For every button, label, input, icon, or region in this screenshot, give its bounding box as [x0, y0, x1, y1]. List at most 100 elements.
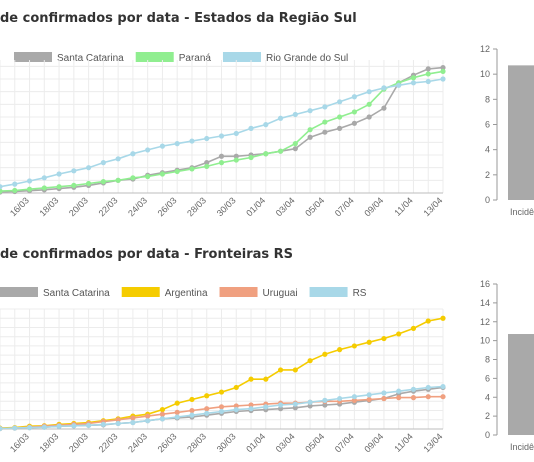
data-point[interactable]: [159, 143, 166, 149]
data-point[interactable]: [26, 425, 33, 431]
data-point[interactable]: [410, 80, 417, 86]
legend-label[interactable]: Argentina: [165, 288, 208, 299]
data-point[interactable]: [204, 160, 210, 166]
data-point[interactable]: [233, 130, 239, 137]
data-point[interactable]: [425, 71, 431, 77]
data-point[interactable]: [204, 406, 210, 412]
data-point[interactable]: [396, 395, 402, 401]
data-point[interactable]: [71, 182, 77, 188]
data-point[interactable]: [292, 401, 298, 407]
data-point[interactable]: [277, 367, 284, 373]
data-point[interactable]: [307, 358, 313, 364]
data-point[interactable]: [248, 406, 254, 412]
data-point[interactable]: [145, 173, 151, 180]
data-point[interactable]: [100, 421, 106, 427]
data-point[interactable]: [130, 175, 136, 181]
data-point[interactable]: [322, 119, 328, 125]
data-point[interactable]: [174, 409, 180, 415]
data-point[interactable]: [381, 395, 387, 402]
data-point[interactable]: [115, 420, 121, 427]
data-point[interactable]: [174, 168, 180, 175]
data-point[interactable]: [86, 165, 92, 171]
data-point[interactable]: [0, 184, 3, 190]
legend-label[interactable]: Uruguai: [263, 288, 298, 299]
data-point[interactable]: [41, 424, 47, 430]
data-point[interactable]: [425, 78, 431, 85]
legend-swatch[interactable]: [222, 52, 261, 62]
legend-swatch[interactable]: [309, 287, 348, 297]
data-point[interactable]: [440, 65, 446, 71]
data-point[interactable]: [130, 419, 136, 426]
legend-swatch[interactable]: [135, 52, 174, 62]
data-point[interactable]: [337, 114, 343, 120]
data-point[interactable]: [307, 127, 313, 133]
data-point[interactable]: [307, 108, 313, 114]
data-point[interactable]: [410, 386, 417, 392]
data-point[interactable]: [204, 163, 210, 169]
data-point[interactable]: [351, 94, 357, 100]
data-point[interactable]: [425, 66, 431, 72]
data-point[interactable]: [189, 412, 195, 418]
data-point[interactable]: [204, 135, 210, 142]
data-point[interactable]: [56, 184, 62, 190]
data-point[interactable]: [12, 187, 18, 194]
data-point[interactable]: [12, 425, 18, 431]
data-point[interactable]: [115, 177, 121, 183]
data-point[interactable]: [115, 417, 121, 423]
data-point[interactable]: [351, 120, 357, 126]
data-point[interactable]: [248, 125, 254, 131]
data-point[interactable]: [263, 151, 269, 157]
legend-swatch[interactable]: [0, 287, 38, 297]
data-point[interactable]: [189, 138, 195, 144]
data-point[interactable]: [396, 388, 402, 394]
data-point[interactable]: [366, 114, 372, 120]
data-point[interactable]: [145, 418, 151, 424]
legend-label[interactable]: Paraná: [179, 53, 212, 64]
data-point[interactable]: [233, 407, 239, 413]
data-point[interactable]: [130, 415, 136, 421]
bar[interactable]: [508, 334, 534, 435]
data-point[interactable]: [292, 141, 298, 147]
data-point[interactable]: [174, 414, 180, 420]
data-point[interactable]: [263, 376, 269, 382]
data-point[interactable]: [174, 400, 180, 406]
data-point[interactable]: [366, 101, 372, 107]
data-point[interactable]: [159, 416, 166, 422]
data-point[interactable]: [159, 171, 166, 177]
bar[interactable]: [508, 65, 534, 200]
data-point[interactable]: [277, 115, 284, 121]
data-point[interactable]: [440, 394, 446, 400]
data-point[interactable]: [204, 393, 210, 399]
data-point[interactable]: [322, 129, 328, 135]
data-point[interactable]: [41, 185, 47, 191]
data-point[interactable]: [263, 404, 269, 410]
data-point[interactable]: [248, 376, 254, 382]
data-point[interactable]: [307, 399, 313, 405]
data-point[interactable]: [410, 395, 417, 401]
data-point[interactable]: [233, 384, 239, 391]
data-point[interactable]: [159, 407, 166, 413]
data-point[interactable]: [292, 367, 298, 373]
data-point[interactable]: [366, 89, 372, 95]
data-point[interactable]: [396, 82, 402, 88]
data-point[interactable]: [71, 423, 77, 429]
data-point[interactable]: [366, 339, 372, 345]
data-point[interactable]: [218, 408, 225, 415]
data-point[interactable]: [337, 125, 343, 131]
data-point[interactable]: [145, 147, 151, 153]
data-point[interactable]: [233, 157, 239, 163]
data-point[interactable]: [145, 413, 151, 419]
data-point[interactable]: [322, 402, 328, 408]
data-point[interactable]: [41, 175, 47, 181]
legend-swatch[interactable]: [14, 52, 52, 62]
data-point[interactable]: [351, 397, 357, 403]
legend-swatch[interactable]: [219, 287, 258, 297]
data-point[interactable]: [292, 111, 298, 118]
data-point[interactable]: [56, 171, 62, 177]
data-point[interactable]: [307, 134, 313, 140]
data-point[interactable]: [218, 133, 225, 139]
data-point[interactable]: [204, 410, 210, 416]
data-point[interactable]: [337, 347, 343, 353]
data-point[interactable]: [351, 343, 357, 349]
data-point[interactable]: [12, 181, 18, 187]
